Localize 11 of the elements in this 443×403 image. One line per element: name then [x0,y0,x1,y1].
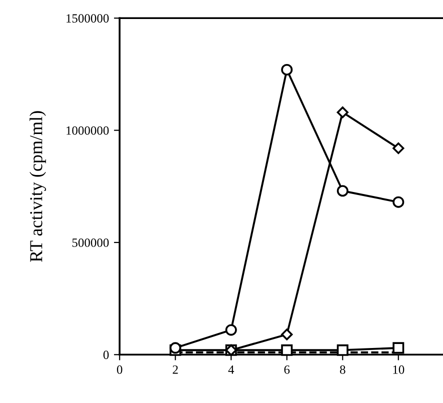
y-axis-title: RT activity (cpm/ml) [30,111,46,262]
x-tick-label: 4 [228,366,234,374]
x-tick-label: 8 [340,365,346,374]
x-tick-label: 10 [393,365,404,374]
x-tick-label: 2 [172,365,178,374]
y-tick-label: 1500000 [66,14,109,23]
x-tick-label: 6 [284,365,290,374]
y-tick-label: 0 [103,350,109,360]
y-tick-label: 1000000 [66,126,109,135]
y-tick-label: 500000 [72,238,109,247]
x-tick-label: 0 [116,365,122,374]
